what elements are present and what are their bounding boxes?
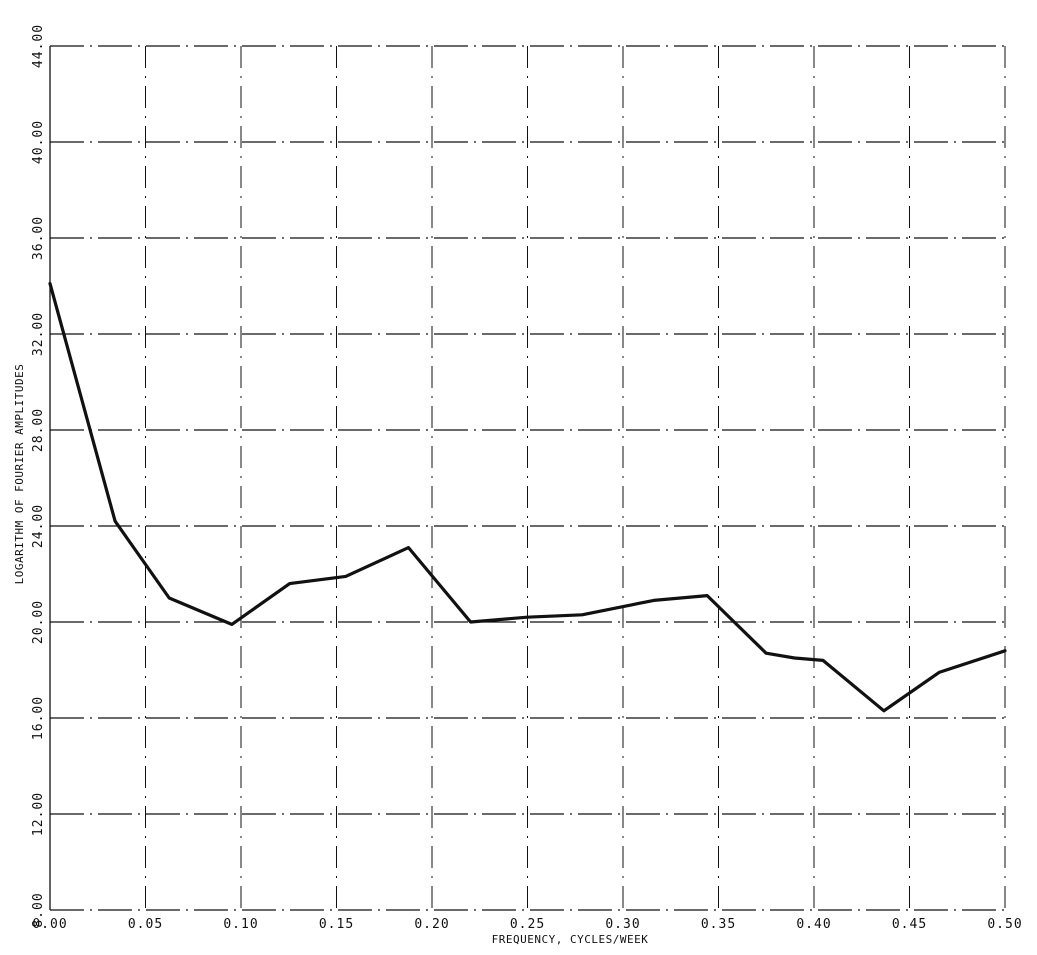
- x-tick-label: 0.05: [128, 917, 163, 932]
- x-tick-label: 0.25: [510, 917, 545, 932]
- series: [48, 282, 1007, 713]
- y-tick-label: 28.00: [31, 408, 46, 452]
- y-tick-label: 32.00: [31, 312, 46, 356]
- y-tick-label: 44.00: [31, 24, 46, 68]
- x-axis-title: FREQUENCY, CYCLES/WEEK: [492, 933, 649, 946]
- x-tick-label: 0.50: [987, 917, 1022, 932]
- x-tick-label: 0.10: [223, 917, 258, 932]
- x-tick-label: 0.30: [605, 917, 640, 932]
- x-tick-label: 0.45: [892, 917, 927, 932]
- x-tick-label: 0.35: [701, 917, 736, 932]
- y-tick-label: 36.00: [31, 216, 46, 260]
- x-tick-label: 0.15: [319, 917, 354, 932]
- y-tick-label: 40.00: [31, 120, 46, 164]
- grid: [50, 45, 1006, 910]
- y-tick-label: 20.00: [31, 600, 46, 644]
- x-tick-label: 0.00: [32, 917, 67, 932]
- y-tick-label: 8.00: [31, 892, 46, 927]
- x-tick-label: 0.20: [414, 917, 449, 932]
- x-tick-label: 0.40: [796, 917, 831, 932]
- y-axis-title: LOGARITHM OF FOURIER AMPLITUDES: [13, 364, 26, 585]
- series-line-0: [48, 282, 1007, 713]
- tick-labels: 0.00 0.05 0.10 0.15 0.20 0.25 0.30 0.35 0.40 0.45…: [31, 24, 1022, 932]
- axes: [49, 46, 1005, 911]
- y-tick-label: 16.00: [31, 696, 46, 740]
- y-tick-label: 12.00: [31, 792, 46, 836]
- y-tick-label: 24.00: [31, 504, 46, 548]
